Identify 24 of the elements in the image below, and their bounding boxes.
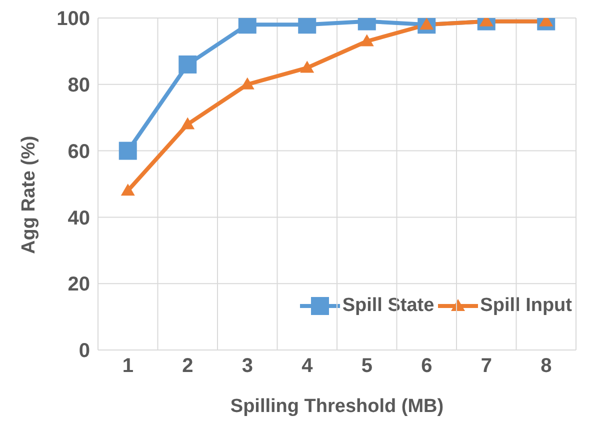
y-tick-label: 60 — [68, 140, 90, 163]
point — [180, 117, 195, 130]
x-axis-title: Spilling Threshold (MB) — [230, 396, 444, 417]
point — [360, 34, 374, 46]
point — [118, 142, 137, 160]
x-tick-label: 5 — [361, 355, 372, 378]
x-tick-label: 8 — [540, 355, 552, 378]
point — [120, 184, 135, 196]
x-tick-label: 7 — [480, 355, 492, 378]
y-tick-label: 80 — [68, 74, 90, 96]
x-tick-label: 3 — [242, 355, 253, 378]
x-tick-label: 4 — [302, 355, 314, 378]
y-tick-label: 20 — [68, 274, 90, 296]
x-tick-label: 6 — [421, 355, 432, 378]
y-tick-label: 0 — [78, 340, 90, 362]
legend-label: Spill State — [342, 295, 434, 317]
point — [300, 60, 314, 73]
legend-label: Spill Input — [480, 295, 572, 317]
point — [178, 55, 197, 74]
x-tick-label: 1 — [122, 355, 134, 378]
y-tick-label: 40 — [68, 207, 90, 230]
x-tick-label: 2 — [182, 355, 194, 378]
y-axis-title: Agg Rate (%) — [18, 136, 40, 254]
y-tick-label: 100 — [56, 8, 90, 30]
